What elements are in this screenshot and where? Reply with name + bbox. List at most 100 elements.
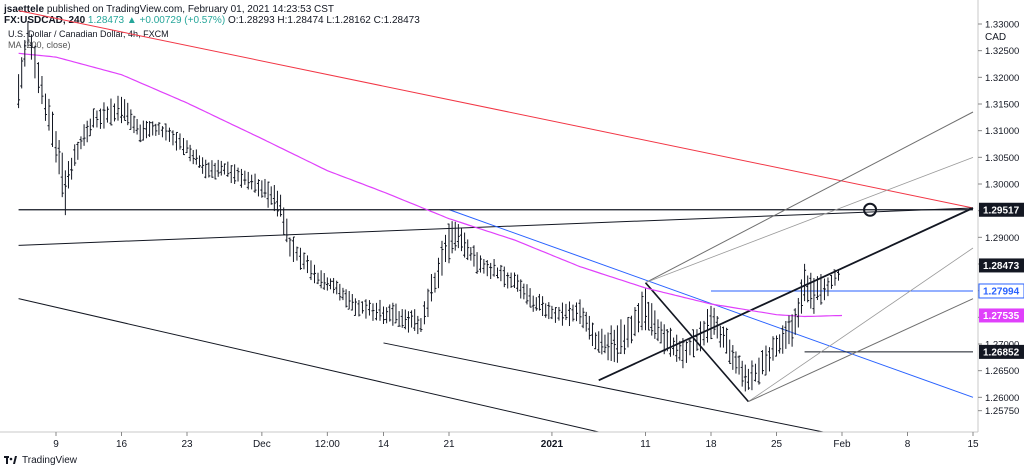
ohlc-bar: [305, 255, 309, 274]
ohlc-bar: [285, 218, 289, 243]
ohlc-bar: [138, 124, 142, 143]
ohlc-bar: [36, 62, 40, 94]
ohlc-bar: [272, 184, 276, 212]
ohlc-bar: [822, 278, 826, 301]
ohlc-bar: [443, 234, 447, 263]
price-label-value: 1.29517: [983, 205, 1020, 216]
ohlc-bar: [440, 240, 444, 276]
ohlc-bar: [250, 174, 254, 190]
ohlc-bar: [534, 297, 538, 311]
ohlc-bar: [775, 335, 778, 357]
fork-upper-line: [645, 111, 974, 284]
ohlc-bar: [47, 98, 51, 131]
ohlc-bar: [378, 299, 382, 321]
ohlc-bar: [746, 368, 750, 390]
ohlc-bar: [450, 221, 454, 254]
x-tick-label: 21: [443, 439, 455, 450]
ohlc-bar: [88, 118, 92, 137]
x-tick-label: 16: [116, 439, 128, 450]
ohlc-bar: [229, 165, 233, 184]
instrument-label: U.S. Dollar / Canadian Dollar, 4h, FXCM: [8, 29, 169, 39]
ohlc-bar: [63, 170, 67, 216]
ohlc-bar: [489, 262, 493, 280]
ohlc-bar: [516, 274, 520, 292]
y-tick-label: 1.26500: [985, 366, 1019, 377]
price-label-black: 1.29517: [979, 202, 1024, 217]
ohlc-bar: [394, 303, 398, 324]
ohlc-bar: [120, 96, 123, 124]
ohlc-bar: [721, 326, 725, 348]
ohlc-bar: [151, 121, 155, 136]
ohlc-bar: [291, 236, 295, 262]
ohlc-bar: [678, 340, 682, 361]
price-label-value: 1.27994: [983, 286, 1020, 297]
fork-median-line: [598, 207, 974, 382]
ma-legend-label[interactable]: MA (200, close): [8, 40, 71, 50]
ohlc-bar: [43, 93, 47, 121]
ohlc-bar: [332, 277, 336, 294]
price-label-magenta: 1.27535: [979, 308, 1024, 323]
ohlc-bar: [560, 302, 564, 326]
ohlc-bar: [364, 299, 368, 319]
ohlc-bar: [541, 296, 545, 316]
ohlc-bar: [662, 324, 666, 355]
ohlc-bar: [796, 297, 800, 328]
ohlc-bar: [612, 329, 616, 363]
ohlc-bar: [606, 332, 610, 361]
ohlc-bar: [799, 279, 803, 314]
ohlc-bar: [403, 309, 407, 330]
ohlc-bar: [397, 311, 401, 327]
ohlc-bar: [413, 309, 417, 331]
ohlc-bar: [537, 293, 541, 311]
tradingview-logo[interactable]: TradingView: [4, 455, 77, 466]
ohlc-bar: [513, 272, 516, 288]
ohlc-bar: [197, 155, 201, 168]
ohlc-bar: [174, 131, 178, 151]
x-tick-label: 11: [640, 439, 651, 450]
ohlc-bar: [675, 334, 679, 362]
ohlc-bar: [374, 302, 378, 321]
x-tick-label: 15: [967, 439, 979, 450]
ohlc-bar: [256, 179, 260, 197]
ohlc-bar: [495, 267, 499, 279]
ohlc-bar: [253, 173, 257, 193]
ohlc-bar: [416, 315, 420, 335]
ohlc-bar: [29, 34, 33, 60]
ohlc-bar: [70, 157, 74, 180]
ohlc-bar: [502, 266, 506, 288]
ohlc-bar: [466, 239, 470, 261]
author-name[interactable]: jsaettele: [4, 4, 45, 15]
lower-channel-line: [18, 298, 599, 432]
ohlc-bar: [684, 341, 688, 363]
ohlc-bar: [757, 357, 761, 385]
ohlc-bar: [709, 305, 713, 340]
ohlc-bar: [129, 109, 133, 130]
ohlc-bar: [116, 95, 120, 121]
ohlc-bar: [672, 337, 676, 356]
ohlc-bar: [609, 325, 613, 361]
ohlc-bar: [353, 298, 357, 316]
ohlc-bar: [702, 320, 706, 346]
ohlc-bar: [344, 289, 348, 308]
ohlc-bar: [191, 150, 195, 165]
ohlc-bar: [587, 315, 591, 340]
ohlc-bar: [73, 144, 77, 166]
ohlc-bar: [263, 178, 267, 198]
ohlc-bar: [185, 140, 189, 154]
ohlc-bar: [82, 124, 86, 146]
ohlc-bar: [279, 194, 283, 217]
ohlc-bar: [574, 302, 578, 322]
ohlc-bar: [564, 303, 568, 321]
ohlc-bar: [57, 140, 61, 175]
ohlc-bar: [668, 327, 672, 357]
ohlc-bar: [325, 277, 329, 291]
ma200-line: [18, 52, 843, 318]
ohlc-bar: [181, 137, 185, 156]
ohlc-bar: [659, 321, 663, 344]
ohlc-bar: [243, 170, 247, 185]
ohlc-bar: [525, 284, 529, 305]
ohlc-bar: [95, 110, 99, 128]
ohlc-bar: [731, 345, 735, 370]
